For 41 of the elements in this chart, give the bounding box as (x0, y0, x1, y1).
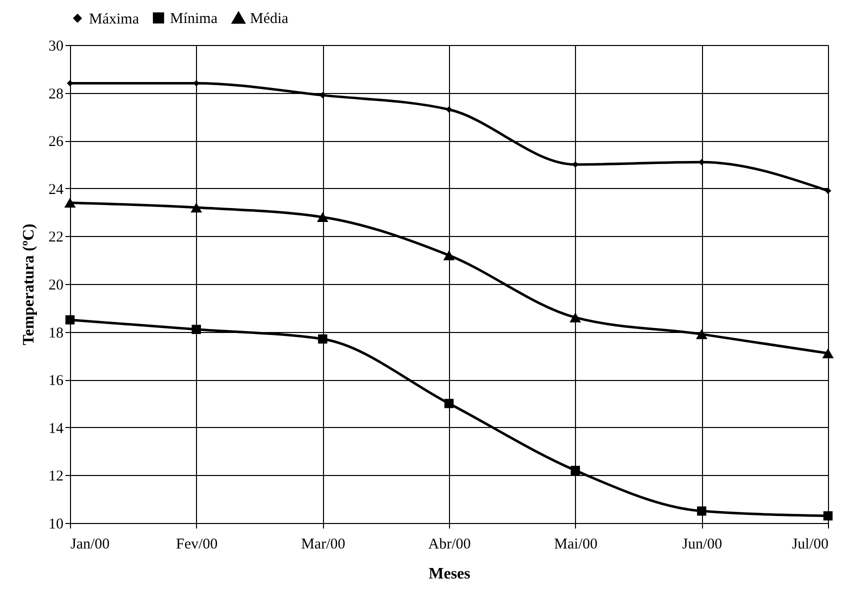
y-axis-title: Temperatura (ºC) (20, 224, 38, 346)
point (316, 212, 328, 222)
point (446, 106, 452, 113)
point (570, 466, 580, 476)
y-tick-label: 30 (48, 38, 64, 54)
legend-label: Média (250, 10, 289, 27)
point (696, 329, 708, 340)
point (697, 506, 706, 516)
legend-label: Máxima (89, 11, 140, 28)
y-tick-label: 16 (48, 373, 64, 390)
y-tick-label: 14 (48, 420, 64, 437)
y-tick-label: 26 (48, 134, 64, 150)
x-tick-label: Jan/00 (70, 536, 110, 552)
x-tick-label: Mai/00 (554, 536, 598, 552)
point (823, 511, 833, 520)
point (190, 202, 202, 212)
x-tick-label: Abr/00 (428, 536, 471, 552)
point (318, 334, 328, 344)
y-tick-label: 12 (48, 468, 64, 485)
x-tick-label: Mar/00 (301, 536, 346, 552)
y-tick-label: 20 (48, 278, 64, 294)
x-axis-title: Meses (428, 566, 470, 582)
point (698, 158, 705, 166)
point (572, 161, 578, 168)
x-tick-label: Jun/00 (682, 536, 722, 552)
y-tick-label: 22 (48, 230, 64, 246)
point (824, 188, 832, 194)
y-tick-label: 18 (48, 325, 64, 342)
point (192, 324, 201, 334)
y-tick-label: 28 (48, 86, 64, 102)
point (443, 250, 455, 260)
point (444, 398, 454, 408)
x-tick-label: Fev/00 (176, 536, 218, 552)
y-tick-label: 24 (48, 182, 64, 198)
y-tick-label: 10 (48, 516, 64, 532)
point (65, 315, 75, 324)
point (570, 312, 582, 322)
x-tick-label: Jul/00 (792, 536, 828, 552)
legend-label: Mínima (170, 10, 218, 27)
point (64, 198, 76, 208)
point (822, 348, 834, 358)
